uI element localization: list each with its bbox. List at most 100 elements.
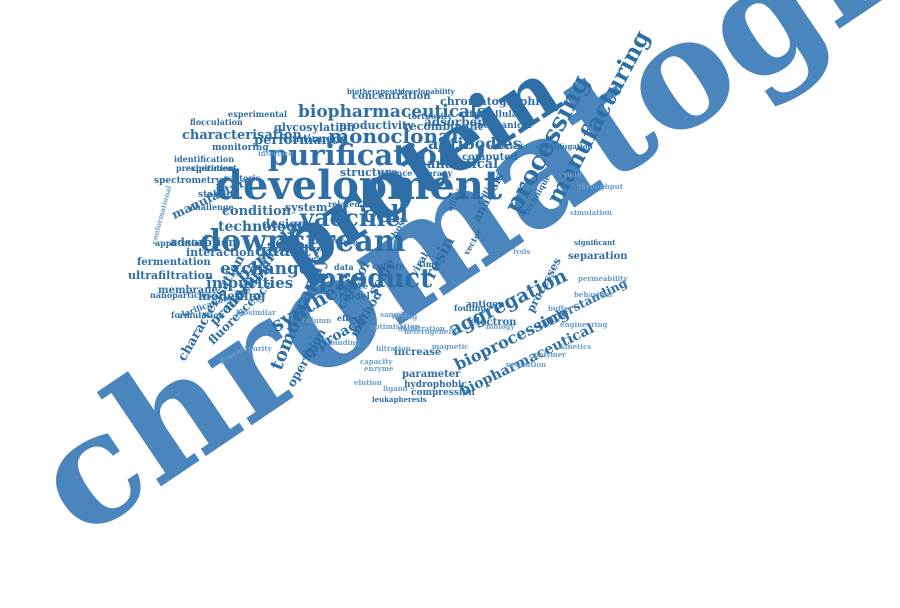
cloud-word: data — [334, 262, 354, 272]
cloud-word: separation — [568, 251, 628, 262]
cloud-word: development — [215, 162, 503, 209]
cloud-word: application — [155, 238, 206, 248]
cloud-word: throughput — [578, 182, 623, 191]
cloud-word: model — [339, 292, 370, 302]
cloud-word: computed — [462, 152, 518, 163]
cloud-word: binding — [330, 338, 361, 347]
cloud-word: identification — [174, 154, 235, 164]
cloud-word: surface — [335, 281, 369, 291]
cloud-word: continuous — [283, 134, 346, 145]
cloud-word: observed — [488, 142, 524, 151]
cloud-word: interface — [258, 149, 294, 158]
cloud-word: drying — [392, 312, 418, 321]
cloud-word: lysis — [513, 247, 531, 256]
cloud-word: engineering — [560, 320, 608, 329]
cloud-word: condition — [222, 204, 292, 219]
cloud-word: downstream — [200, 224, 406, 259]
cloud-word: significant — [574, 238, 616, 247]
cloud-word: interaction — [186, 246, 255, 259]
cloud-word: vaccine — [300, 203, 401, 232]
cloud-word: pastoris — [224, 173, 261, 183]
cloud-word: tortuosity — [408, 111, 452, 121]
cloud-word: precipitation — [176, 163, 235, 173]
cloud-word: behaviour — [574, 290, 614, 299]
cloud-word: flocculation — [190, 117, 243, 127]
cloud-word: yield — [563, 170, 582, 179]
cloud-word: time — [419, 259, 440, 269]
cloud-word: stability — [198, 190, 239, 200]
cloud-word: cell — [362, 201, 409, 228]
cloud-word: centrifugation — [536, 142, 593, 151]
cloud-word: membrane — [158, 285, 218, 296]
cloud-word: compression — [411, 388, 475, 398]
cloud-word: monitoring — [212, 143, 269, 153]
cloud-word: capacity — [360, 357, 393, 366]
cloud-word: parameter — [402, 369, 461, 380]
cloud-word: technology — [218, 219, 305, 235]
cloud-word: antibodies — [428, 134, 522, 153]
cloud-word: fermentation — [137, 257, 211, 268]
cloud-word: leukapheresis — [372, 395, 427, 404]
cloud-word: structure — [340, 166, 398, 179]
cloud-word: purification — [268, 138, 459, 172]
cloud-word: spectrometry — [154, 176, 221, 186]
cloud-word: ultrafiltration — [128, 269, 213, 282]
cloud-word: product — [318, 264, 433, 294]
cloud-word: extracellular — [458, 110, 523, 120]
cloud-word: nanoparticles — [150, 290, 212, 300]
cloud-word: buffer — [548, 304, 572, 313]
cloud-word: challenge — [190, 202, 234, 212]
cloud-word: kinetics — [560, 342, 592, 351]
cloud-word: sample — [380, 310, 408, 319]
cloud-word: experimental — [228, 109, 288, 119]
cloud-word: culture — [372, 261, 405, 271]
cloud-word: purity — [248, 344, 272, 353]
cloud-word: modelling — [198, 289, 266, 303]
cloud-word: conformational — [149, 184, 174, 246]
cloud-word: biology — [486, 322, 515, 331]
cloud-word: formulation — [171, 310, 225, 320]
cloud-word: increase — [394, 347, 442, 358]
cloud-word: hydrophobic — [404, 380, 467, 390]
cloud-word: free — [340, 237, 358, 247]
cloud-word: heterogeneity — [404, 327, 459, 336]
cloud-word: related — [328, 199, 360, 209]
cloud-word: science — [379, 168, 413, 178]
cloud-word: optimisation — [370, 322, 420, 331]
cloud-word: biotherapeutic — [347, 87, 405, 96]
cloud-word: developability — [400, 87, 455, 96]
cloud-word: recombinant — [404, 120, 483, 133]
cloud-word: effect — [337, 313, 363, 323]
cloud-word: experiment — [186, 163, 237, 173]
cloud-word: productivity — [339, 119, 414, 132]
cloud-word: concentration — [352, 91, 431, 102]
cloud-word: permeability — [578, 274, 628, 283]
cloud-word: based — [312, 237, 342, 247]
cloud-word: monoclonal — [328, 124, 459, 148]
cloud-word: exchange — [220, 259, 310, 279]
cloud-word: antigen — [466, 300, 505, 310]
cloud-word: resolution — [506, 360, 547, 369]
cloud-word: biopharmaceuticals — [298, 102, 487, 122]
cloud-word: impurities — [206, 274, 294, 292]
cloud-word: adsorbent — [424, 115, 492, 129]
cloud-word: characterisation — [182, 128, 302, 143]
cloud-word: chromatographic — [440, 95, 547, 108]
cloud-word: ligand — [383, 384, 408, 393]
cloud-word: quality — [255, 241, 321, 261]
cloud-word: mechanical — [474, 121, 532, 131]
cloud-word: performance — [254, 133, 348, 148]
cloud-word: biosimilar — [236, 308, 276, 317]
cloud-word: enzyme — [364, 364, 394, 373]
cloud-word: polymer — [534, 350, 566, 359]
cloud-word: system — [285, 201, 328, 214]
cloud-word: fouling — [454, 303, 487, 313]
cloud-word: elution — [354, 378, 382, 387]
cloud-word: analytical — [427, 157, 499, 172]
cloud-word: filtration — [376, 344, 411, 353]
cloud-word: column — [302, 316, 332, 325]
cloud-word: simulation — [570, 208, 612, 217]
cloud-word: therapy — [418, 168, 453, 178]
cloud-word: electron — [470, 317, 517, 328]
